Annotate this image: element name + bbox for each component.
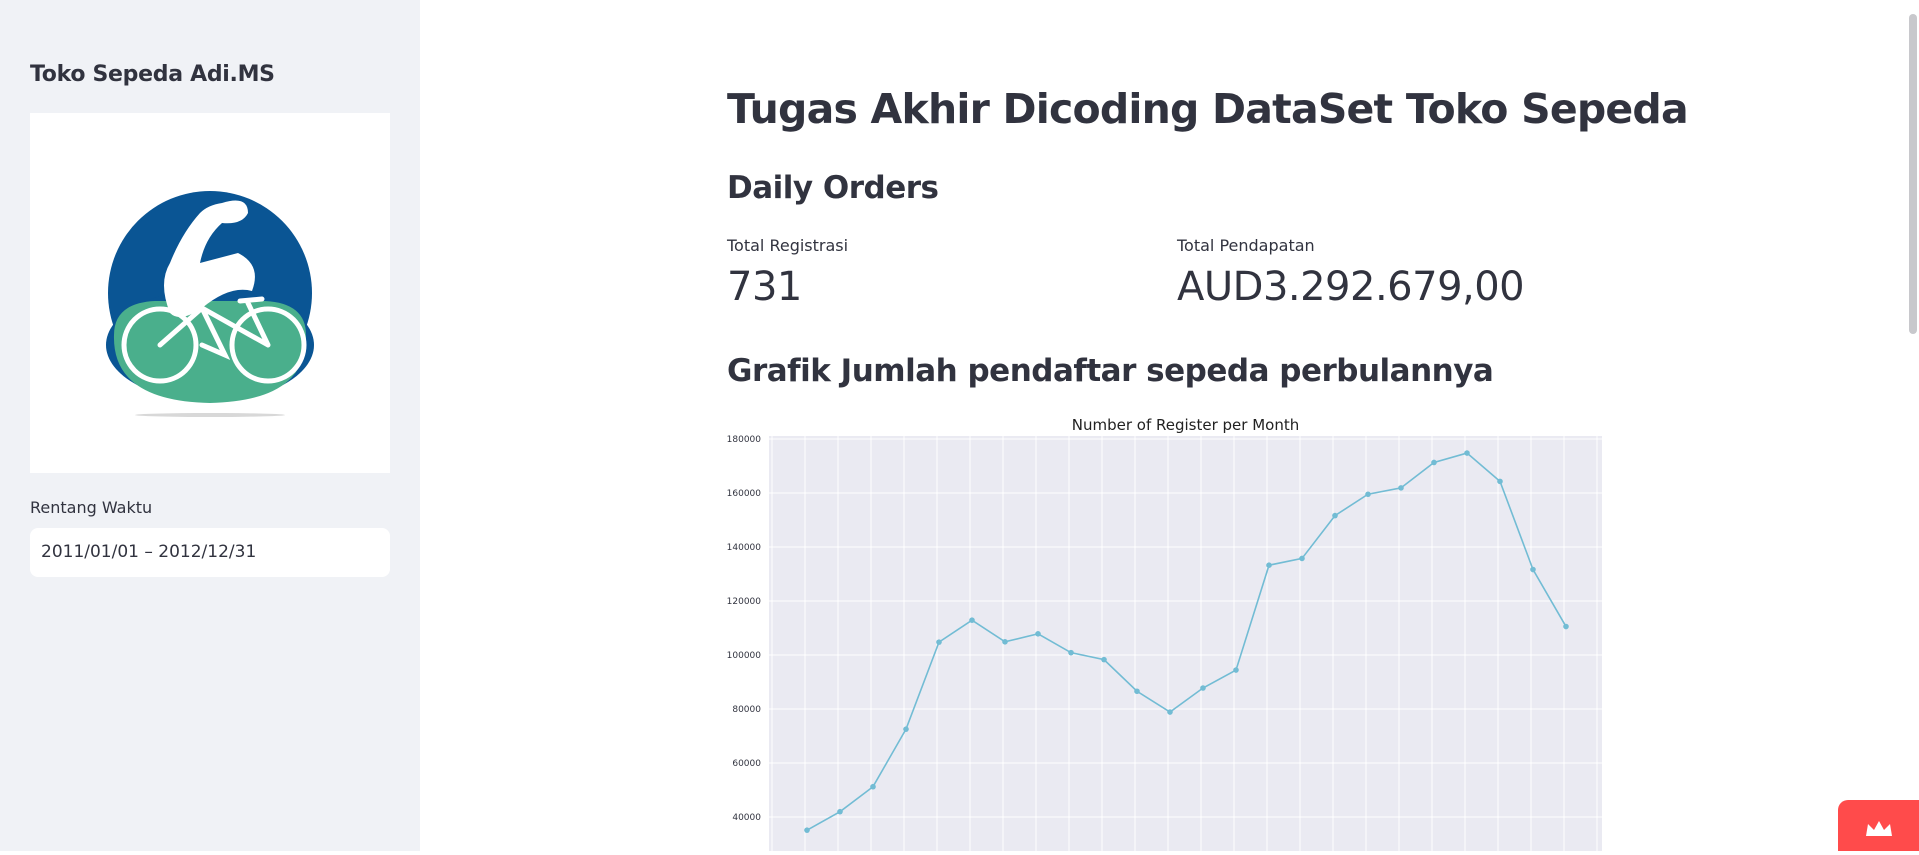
data-point xyxy=(1332,512,1338,519)
data-point xyxy=(837,808,843,815)
date-range-label: Rentang Waktu xyxy=(30,498,153,517)
data-point xyxy=(1497,478,1503,485)
series-line xyxy=(806,452,1567,831)
date-range-input[interactable]: 2011/01/01 – 2012/12/31 xyxy=(30,528,390,577)
data-point xyxy=(1101,656,1107,663)
chart-container: 40000 60000 80000 100000 120000 140000 160000 1… xyxy=(727,412,1627,855)
metric-label-registrasi: Total Registrasi xyxy=(727,236,849,255)
page-scrollbar[interactable] xyxy=(1905,0,1919,851)
data-point xyxy=(1365,491,1371,498)
y-tick-label: 120000 xyxy=(727,597,761,607)
metric-value-pendapatan: AUD3.292.679,00 xyxy=(1177,264,1525,310)
y-tick-label: 160000 xyxy=(727,489,761,499)
chart-header: Grafik Jumlah pendaftar sepeda perbulann… xyxy=(727,353,1494,389)
bicycle-rider-logo-icon xyxy=(106,191,314,417)
data-point xyxy=(870,783,876,790)
daily-orders-header: Daily Orders xyxy=(727,170,939,206)
data-point xyxy=(1299,555,1305,562)
data-point xyxy=(969,617,975,623)
y-tick-label: 140000 xyxy=(727,543,761,553)
data-point xyxy=(1563,623,1569,630)
data-point xyxy=(1431,459,1437,466)
main-content: Tugas Akhir Dicoding DataSet Toko Sepeda… xyxy=(420,0,1919,855)
data-point xyxy=(1464,450,1470,456)
data-point xyxy=(1530,566,1536,573)
data-point xyxy=(1035,631,1041,637)
page-title: Tugas Akhir Dicoding DataSet Toko Sepeda xyxy=(727,85,1689,133)
line-chart: 40000 60000 80000 100000 120000 140000 160000 1… xyxy=(727,416,1602,855)
data-point xyxy=(903,726,909,732)
data-point xyxy=(804,827,810,833)
metric-label-pendapatan: Total Pendapatan xyxy=(1177,236,1315,255)
data-point xyxy=(1167,709,1173,715)
scrollbar-thumb[interactable] xyxy=(1909,14,1917,334)
y-tick-label: 100000 xyxy=(727,651,761,661)
plot-area xyxy=(769,436,1602,855)
data-point xyxy=(1398,485,1404,491)
sidebar-title: Toko Sepeda Adi.MS xyxy=(30,62,275,87)
chart-title: Number of Register per Month xyxy=(1072,416,1299,434)
y-tick-label: 80000 xyxy=(732,705,761,715)
y-tick-label: 40000 xyxy=(732,813,761,823)
data-point xyxy=(1134,688,1140,695)
data-point xyxy=(936,639,942,645)
metric-value-registrasi: 731 xyxy=(727,264,802,310)
streamlit-badge[interactable] xyxy=(1838,800,1919,851)
y-tick-label: 180000 xyxy=(727,435,761,445)
data-point xyxy=(1266,562,1272,569)
data-point xyxy=(1002,638,1008,645)
logo-container xyxy=(30,113,390,473)
data-point xyxy=(1068,649,1074,656)
data-point xyxy=(1233,667,1239,673)
crown-icon xyxy=(1866,821,1892,836)
sidebar: Toko Sepeda Adi.MS Rentang Waktu 2011/01… xyxy=(0,0,420,851)
y-tick-label: 60000 xyxy=(732,759,761,769)
data-point xyxy=(1200,685,1206,691)
